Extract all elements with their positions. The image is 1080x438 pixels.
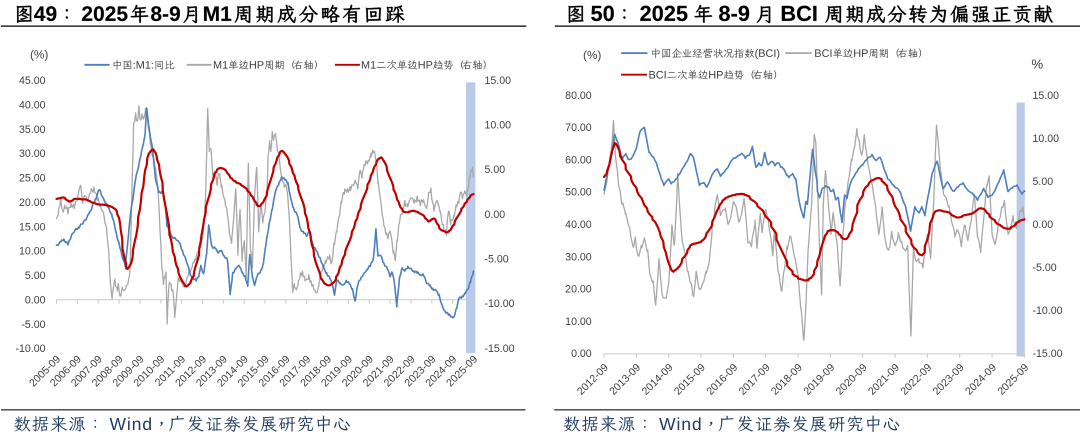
svg-text:70.00: 70.00: [565, 122, 592, 134]
svg-text:0.00: 0.00: [1033, 219, 1054, 231]
svg-text:35.00: 35.00: [19, 124, 46, 136]
svg-text:-10.00: -10.00: [1033, 305, 1063, 317]
svg-text:-15.00: -15.00: [485, 343, 515, 355]
svg-text:2016-09: 2016-09: [704, 362, 740, 398]
svg-text:20.00: 20.00: [19, 197, 46, 209]
svg-text:2017-09: 2017-09: [737, 362, 773, 398]
svg-text:10.00: 10.00: [19, 246, 46, 258]
svg-text:-5.00: -5.00: [1033, 262, 1057, 274]
svg-text:-10.00: -10.00: [485, 298, 515, 310]
svg-text:60.00: 60.00: [565, 154, 592, 166]
svg-text:15.00: 15.00: [1033, 90, 1060, 102]
svg-text:0.00: 0.00: [485, 209, 506, 221]
svg-text:5.00: 5.00: [25, 270, 46, 282]
svg-text:15.00: 15.00: [485, 75, 512, 87]
svg-text:2018-09: 2018-09: [769, 362, 805, 398]
svg-text:10.00: 10.00: [485, 120, 512, 132]
svg-text:5.00: 5.00: [485, 164, 506, 176]
svg-text:2025-09: 2025-09: [995, 362, 1031, 398]
svg-text:25.00: 25.00: [19, 173, 46, 185]
svg-text:2024-09: 2024-09: [963, 362, 999, 398]
svg-text:30.00: 30.00: [565, 251, 592, 263]
svg-text:2014-09: 2014-09: [640, 362, 676, 398]
svg-text:80.00: 80.00: [565, 90, 592, 102]
svg-text:-5.00: -5.00: [485, 254, 509, 266]
svg-text:-5.00: -5.00: [21, 319, 45, 331]
svg-text:40.00: 40.00: [565, 219, 592, 231]
svg-text:2020-09: 2020-09: [834, 362, 870, 398]
svg-text:2023-09: 2023-09: [931, 362, 967, 398]
svg-text:30.00: 30.00: [19, 148, 46, 160]
svg-text:2015-09: 2015-09: [672, 362, 708, 398]
svg-text:2012-09: 2012-09: [575, 362, 611, 398]
svg-text:40.00: 40.00: [19, 100, 46, 112]
svg-text:20.00: 20.00: [565, 284, 592, 296]
svg-text:-15.00: -15.00: [1033, 348, 1063, 360]
svg-text:45.00: 45.00: [19, 75, 46, 87]
svg-text:2022-09: 2022-09: [898, 362, 934, 398]
svg-text:0.00: 0.00: [25, 294, 46, 306]
svg-text:10.00: 10.00: [565, 316, 592, 328]
svg-text:10.00: 10.00: [1033, 133, 1060, 145]
svg-text:15.00: 15.00: [19, 221, 46, 233]
svg-text:50.00: 50.00: [565, 187, 592, 199]
svg-text:5.00: 5.00: [1033, 176, 1054, 188]
svg-text:2019-09: 2019-09: [801, 362, 837, 398]
svg-text:0.00: 0.00: [571, 348, 592, 360]
svg-text:-10.00: -10.00: [15, 343, 45, 355]
svg-text:2013-09: 2013-09: [607, 362, 643, 398]
svg-text:2021-09: 2021-09: [866, 362, 902, 398]
